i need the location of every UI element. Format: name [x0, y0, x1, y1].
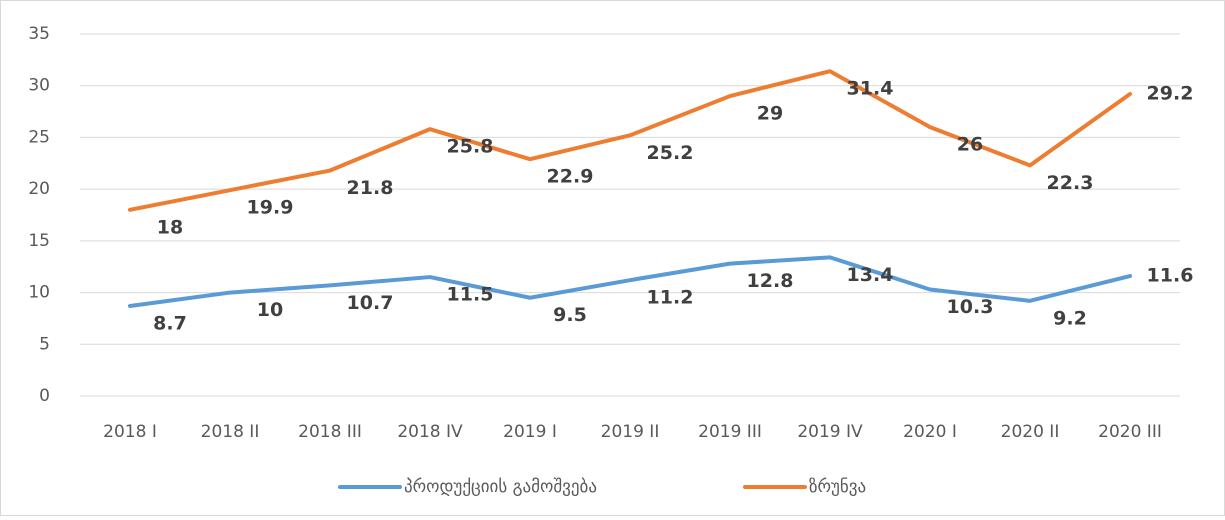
data-label: 11.6: [1147, 265, 1194, 287]
y-tick-label: 35: [28, 24, 50, 44]
data-label: 19.9: [247, 197, 294, 219]
y-tick-label: 5: [39, 334, 50, 354]
data-label: 11.2: [647, 287, 694, 309]
data-label: 22.9: [547, 166, 594, 188]
data-label: 25.8: [447, 136, 494, 158]
x-tick-label: 2020 III: [1098, 422, 1162, 442]
data-label: 29: [757, 103, 783, 125]
y-tick-label: 30: [28, 76, 50, 96]
x-tick-label: 2019 III: [698, 422, 762, 442]
series-line: [128, 69, 1132, 212]
x-tick-label: 2019 IV: [797, 422, 863, 442]
y-tick-label: 25: [28, 127, 50, 147]
y-tick-label: 15: [28, 231, 50, 251]
legend-label: ზრუნვა: [809, 477, 866, 497]
data-label: 10.3: [947, 296, 994, 318]
legend-label: პროდუქციის გამოშვება: [404, 477, 597, 497]
x-tick-label: 2018 I: [103, 422, 157, 442]
series-line: [128, 255, 1132, 309]
x-tick-label: 2018 IV: [397, 422, 463, 442]
x-tick-label: 2018 III: [298, 422, 362, 442]
data-label: 25.2: [647, 142, 694, 164]
data-label: 21.8: [347, 177, 394, 199]
x-tick-label: 2020 I: [903, 422, 957, 442]
data-label: 11.5: [447, 284, 494, 306]
y-tick-label: 20: [28, 179, 50, 199]
x-tick-label: 2018 II: [201, 422, 260, 442]
data-label: 31.4: [847, 78, 894, 100]
data-label: 22.3: [1047, 172, 1094, 194]
data-label: 26: [957, 134, 983, 156]
y-tick-label: 0: [39, 386, 50, 406]
data-label: 12.8: [747, 270, 794, 292]
x-tick-label: 2019 I: [503, 422, 557, 442]
data-label: 8.7: [153, 313, 187, 335]
data-label: 18: [157, 216, 183, 238]
data-label: 29.2: [1147, 82, 1194, 104]
data-label: 9.2: [1053, 307, 1087, 329]
data-label: 10: [257, 299, 283, 321]
data-label: 9.5: [553, 304, 587, 326]
x-tick-label: 2019 II: [601, 422, 660, 442]
y-tick-label: 10: [28, 283, 50, 303]
data-label: 13.4: [847, 264, 894, 286]
x-tick-label: 2020 II: [1001, 422, 1060, 442]
data-label: 10.7: [347, 292, 394, 314]
